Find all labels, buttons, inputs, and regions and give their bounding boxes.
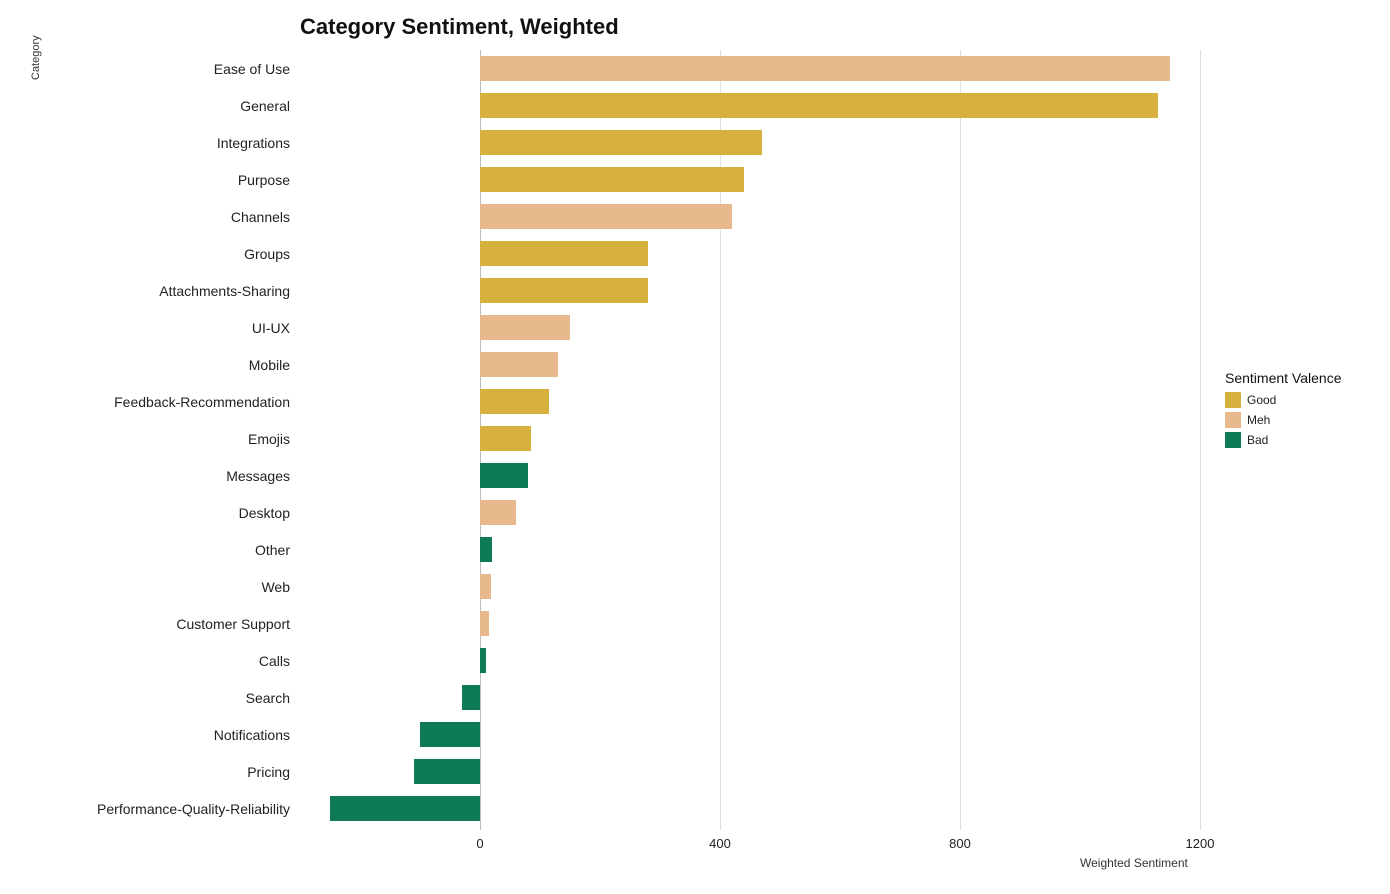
x-axis-title: Weighted Sentiment <box>1080 856 1188 870</box>
gridline <box>1200 50 1201 830</box>
x-tick-label: 800 <box>949 836 971 851</box>
category-label: Web <box>261 579 290 595</box>
bar <box>480 389 549 415</box>
legend-item: Bad <box>1225 432 1341 448</box>
bar-row <box>300 352 1200 378</box>
bar <box>480 426 531 452</box>
bar-row <box>300 537 1200 563</box>
bar-row <box>300 685 1200 711</box>
bar <box>414 759 480 785</box>
bar-row <box>300 796 1200 822</box>
bar <box>420 722 480 748</box>
x-tick-label: 0 <box>476 836 483 851</box>
bar-row <box>300 278 1200 304</box>
bar <box>480 130 762 156</box>
category-label: Mobile <box>249 357 290 373</box>
bar-row <box>300 500 1200 526</box>
category-label: Attachments-Sharing <box>159 283 290 299</box>
bar <box>330 796 480 822</box>
category-label: Channels <box>231 209 290 225</box>
legend-title: Sentiment Valence <box>1225 370 1341 386</box>
category-label: Messages <box>226 468 290 484</box>
bar-row <box>300 130 1200 156</box>
sentiment-chart: Category Category Sentiment, Weighted Ea… <box>0 0 1390 894</box>
legend-item: Meh <box>1225 412 1341 428</box>
bar <box>480 315 570 341</box>
category-label: Feedback-Recommendation <box>114 394 290 410</box>
category-label: General <box>240 98 290 114</box>
bar <box>480 611 489 637</box>
bar-row <box>300 648 1200 674</box>
y-axis-title: Category <box>30 35 42 80</box>
bar <box>480 241 648 267</box>
bar <box>480 463 528 489</box>
bar <box>480 537 492 563</box>
bar <box>480 278 648 304</box>
bar <box>480 500 516 526</box>
category-label: Ease of Use <box>214 61 290 77</box>
legend: Sentiment Valence Good Meh Bad <box>1225 370 1341 452</box>
category-label: Groups <box>244 246 290 262</box>
legend-swatch <box>1225 412 1241 428</box>
bar <box>480 648 486 674</box>
legend-label: Bad <box>1247 433 1268 447</box>
plot-area <box>300 50 1200 830</box>
bar-row <box>300 574 1200 600</box>
category-label: Search <box>246 690 290 706</box>
bar-row <box>300 426 1200 452</box>
x-tick-label: 400 <box>709 836 731 851</box>
legend-swatch <box>1225 392 1241 408</box>
bar <box>480 352 558 378</box>
legend-item: Good <box>1225 392 1341 408</box>
legend-label: Good <box>1247 393 1276 407</box>
category-label: Emojis <box>248 431 290 447</box>
bar-row <box>300 167 1200 193</box>
bar-row <box>300 204 1200 230</box>
bar-row <box>300 241 1200 267</box>
category-label: Customer Support <box>176 616 290 632</box>
category-label: Notifications <box>214 727 290 743</box>
bar-row <box>300 93 1200 119</box>
bar <box>480 93 1158 119</box>
category-label: Other <box>255 542 290 558</box>
x-tick-label: 1200 <box>1186 836 1215 851</box>
bar <box>480 56 1170 82</box>
bar-row <box>300 759 1200 785</box>
category-label: Integrations <box>217 135 290 151</box>
bar <box>480 167 744 193</box>
legend-swatch <box>1225 432 1241 448</box>
chart-title: Category Sentiment, Weighted <box>300 14 619 40</box>
category-label: Performance-Quality-Reliability <box>97 801 290 817</box>
bar <box>480 204 732 230</box>
category-label: UI-UX <box>252 320 290 336</box>
bar-row <box>300 611 1200 637</box>
bar <box>480 574 491 600</box>
category-label: Pricing <box>247 764 290 780</box>
bar <box>462 685 480 711</box>
bar-row <box>300 315 1200 341</box>
legend-label: Meh <box>1247 413 1270 427</box>
bar-row <box>300 722 1200 748</box>
bar-row <box>300 56 1200 82</box>
category-label: Calls <box>259 653 290 669</box>
bar-row <box>300 389 1200 415</box>
category-label: Desktop <box>239 505 290 521</box>
bar-row <box>300 463 1200 489</box>
category-label: Purpose <box>238 172 290 188</box>
